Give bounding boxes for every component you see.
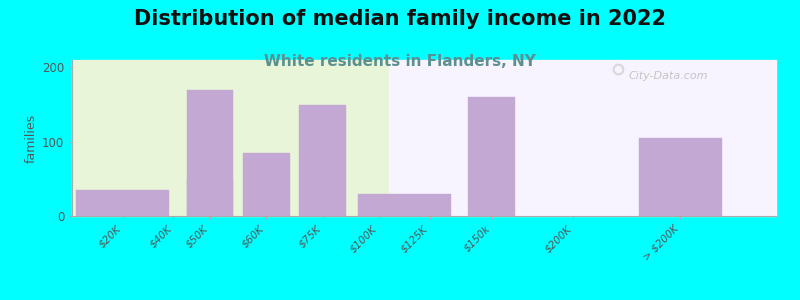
- Bar: [186, 90, 234, 216]
- Bar: [243, 153, 290, 216]
- Text: City-Data.com: City-Data.com: [628, 71, 708, 81]
- Bar: [72, 60, 389, 216]
- Text: White residents in Flanders, NY: White residents in Flanders, NY: [264, 54, 536, 69]
- Bar: [358, 194, 451, 216]
- Bar: [468, 97, 515, 216]
- Text: Distribution of median family income in 2022: Distribution of median family income in …: [134, 9, 666, 29]
- Y-axis label: families: families: [25, 113, 38, 163]
- Bar: [299, 105, 346, 216]
- Bar: [389, 60, 776, 216]
- Bar: [186, 179, 234, 216]
- Bar: [639, 138, 722, 216]
- Bar: [76, 190, 170, 216]
